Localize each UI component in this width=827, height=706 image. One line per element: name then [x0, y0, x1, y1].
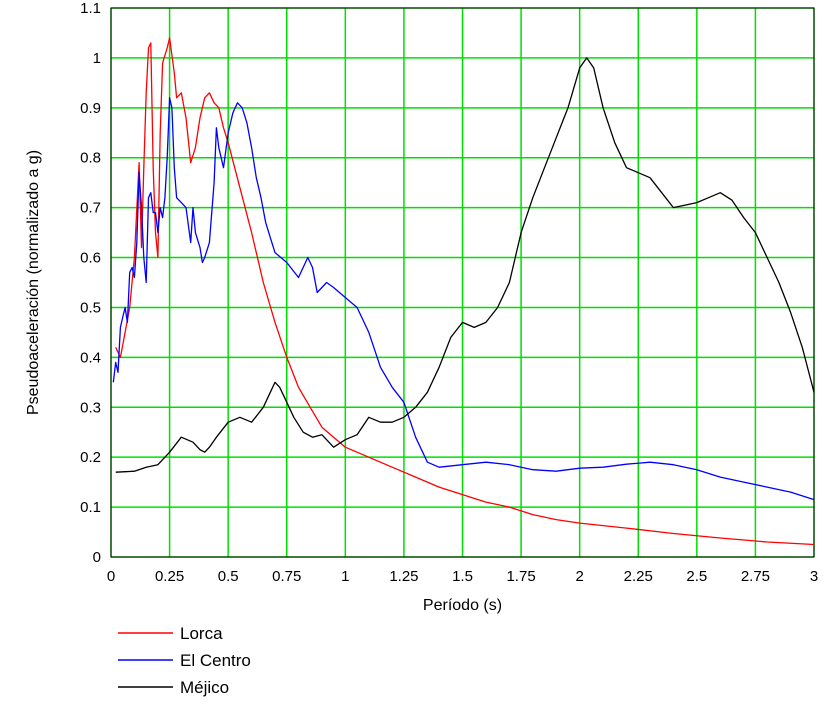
y-tick-label: 0.8 — [80, 150, 101, 167]
x-tick-label: 1.75 — [506, 568, 535, 585]
series-layer — [112, 37, 815, 546]
legend: Lorca El Centro Méjico — [118, 624, 251, 697]
legend-label: Lorca — [180, 624, 223, 643]
x-tick-label: 2 — [575, 568, 583, 585]
y-tick-label: 1 — [93, 50, 101, 67]
legend-label: El Centro — [180, 651, 251, 670]
x-tick-label: 1.5 — [452, 568, 473, 585]
y-axis-label: Pseudoaceleración (normalizado a g) — [25, 150, 42, 415]
x-tick-label: 2.25 — [624, 568, 653, 585]
series-line-3 — [115, 57, 815, 473]
y-tick-label: 0.9 — [80, 100, 101, 117]
x-tick-label: 2.5 — [686, 568, 707, 585]
y-tick-label: 0.3 — [80, 399, 101, 416]
y-tick-label: 0.1 — [80, 499, 101, 516]
x-tick-label: 0.75 — [272, 568, 301, 585]
y-tick-labels: 0 0.1 0.2 0.3 0.4 0.5 0.6 0.7 0.8 0.9 1 1.1 — [80, 0, 101, 566]
x-tick-label: 0.25 — [155, 568, 184, 585]
x-tick-label: 1.25 — [389, 568, 418, 585]
plot-area — [110, 7, 815, 558]
x-tick-label: 0 — [107, 568, 115, 585]
x-tick-labels: 0 0.25 0.5 0.75 1 1.25 1.5 1.75 2 2.25 2.5 2.75 3 — [107, 568, 818, 585]
y-tick-label: 0 — [93, 549, 101, 566]
x-tick-label: 2.75 — [741, 568, 770, 585]
y-tick-label: 0.5 — [80, 299, 101, 316]
grid-lines — [110, 7, 815, 558]
x-axis-label: Período (s) — [423, 597, 502, 614]
series-line-2 — [112, 97, 815, 501]
y-tick-label: 0.6 — [80, 250, 101, 267]
x-tick-label: 3 — [810, 568, 818, 585]
y-tick-label: 0.4 — [80, 349, 101, 366]
y-tick-label: 0.7 — [80, 200, 101, 217]
x-tick-label: 0.5 — [218, 568, 239, 585]
y-tick-label: 1.1 — [80, 0, 101, 17]
y-tick-label: 0.2 — [80, 449, 101, 466]
x-tick-label: 1 — [341, 568, 349, 585]
series-line-1 — [115, 37, 815, 546]
legend-label: Méjico — [180, 678, 229, 697]
